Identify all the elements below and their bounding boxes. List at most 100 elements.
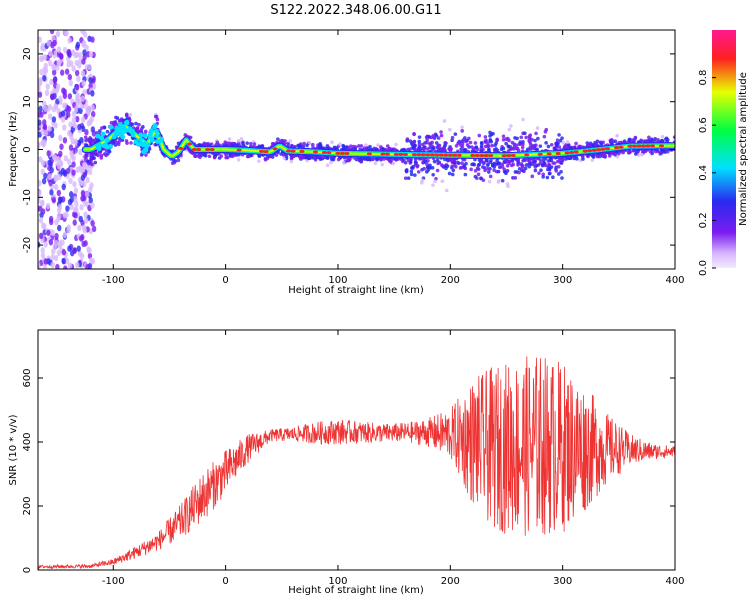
spectrogram-cell [41,177,47,185]
x-tick-label: 0 [222,576,228,587]
spectrogram-cell [203,153,208,158]
spectrogram-cell [467,145,471,149]
spectrogram-cell [477,133,482,138]
spectrogram-cell [494,147,498,151]
spectrogram-cell [53,239,59,247]
spectrogram-cell [542,134,547,139]
spectrogram-peak [335,151,341,155]
spectrogram-peak [488,154,494,158]
spectrogram-cell [68,191,74,198]
spectrogram-cell [510,140,515,145]
spectrogram-cell [241,141,245,146]
spectrogram-cell [66,48,72,56]
spectrogram-cell [405,139,409,143]
spectrogram-cell [41,100,47,107]
spectrogram-cell [420,168,424,172]
spectrogram-cell [62,46,68,54]
spectrogram-cell [647,135,651,140]
x-tick-label: 0 [222,275,228,286]
spectrogram-cell [653,136,657,141]
spectrogram-cell [62,102,67,109]
spectrogram-cell [393,156,398,161]
spectrogram-cell [38,217,44,224]
spectrogram-cell [51,197,57,204]
spectrogram-cell [159,137,164,143]
spectrogram-cell [325,163,330,168]
spectrogram-cell [74,59,79,67]
spectrogram-cell [301,155,306,160]
spectrogram-peak [447,153,453,157]
spectrogram-cell [78,107,83,115]
spectrogram-cell [479,141,484,145]
spectrogram-cell [302,141,306,146]
spectrogram-cell [69,203,74,211]
spectrogram-cell [130,122,135,127]
spectrogram-cell [63,265,68,269]
spectrogram-cell [501,134,506,139]
spectrogram-cell [81,180,87,188]
spectrogram-cell [487,170,491,174]
spectrogram-cell [82,53,87,61]
spectrogram-cell [85,264,90,269]
spectrogram-cell [413,173,417,177]
spectrogram-cell [483,144,488,149]
spectrogram-cell [154,114,159,119]
spectrogram-cell [152,124,157,130]
spectrogram-cell [40,168,45,176]
spectrogram-cell [392,147,397,151]
spectrogram-cell [38,105,43,113]
spectrogram-cell [342,161,346,165]
spectrogram-cell [89,159,93,164]
spectrogram-cell [91,225,97,233]
spectrogram-cell [431,134,435,138]
spectrogram-cell [61,183,66,191]
spectrogram-cell [77,224,82,232]
spectrogram-cell [453,132,458,136]
spectrogram-peak [627,144,633,148]
spectrogram-cell [120,118,125,123]
spectrogram-cell [59,143,64,150]
spectrogram-cell [283,139,287,143]
spectrogram-peak [479,154,485,158]
spectrogram-cell [84,138,88,143]
spectrogram-cell [434,141,439,145]
spectrogram-cell [373,161,378,166]
spectrogram-cell [551,175,555,180]
spectrogram-cell [89,182,94,189]
spectrogram-cell [440,179,445,184]
spectrogram-cell [43,129,49,137]
spectrogram-cell [99,135,105,141]
spectrogram-cell [519,135,524,140]
spectrogram-cell [554,169,559,173]
spectrogram-cell [537,171,541,175]
spectrogram-cell [539,168,543,173]
spectrogram-cell [413,162,418,167]
spectrogram-cell [71,65,76,72]
spectrogram-cell [70,137,75,145]
spectrogram-cell [51,116,57,123]
spectrogram-cell [556,165,561,169]
spectrogram-cell [533,168,538,173]
spectrogram-y-axis: -20 -10 0 10 20 [22,48,675,253]
spectrogram-cell [53,254,59,262]
spectrogram-peak [187,142,193,146]
spectrogram-cell [556,141,560,146]
spectrogram-cell [461,138,466,142]
spectrogram-cell [640,152,644,157]
spectrogram-peak [366,152,373,156]
spectrogram-cell [78,215,83,223]
spectrogram-cell [468,140,473,145]
spectrogram-cell [83,155,88,159]
spectrogram-cell [447,171,452,176]
spectrogram-cell [212,155,217,160]
spectrogram-cell [124,119,130,125]
spectrogram-cell [485,163,490,168]
y-tick-label: 0 [22,146,33,152]
spectrogram-cell [528,145,532,150]
spectrogram-cell [417,142,422,146]
spectrogram-cell [506,145,511,149]
spectrogram-cell [401,159,405,164]
spectrogram-cell [288,139,292,143]
spectrogram-cell [104,153,108,158]
